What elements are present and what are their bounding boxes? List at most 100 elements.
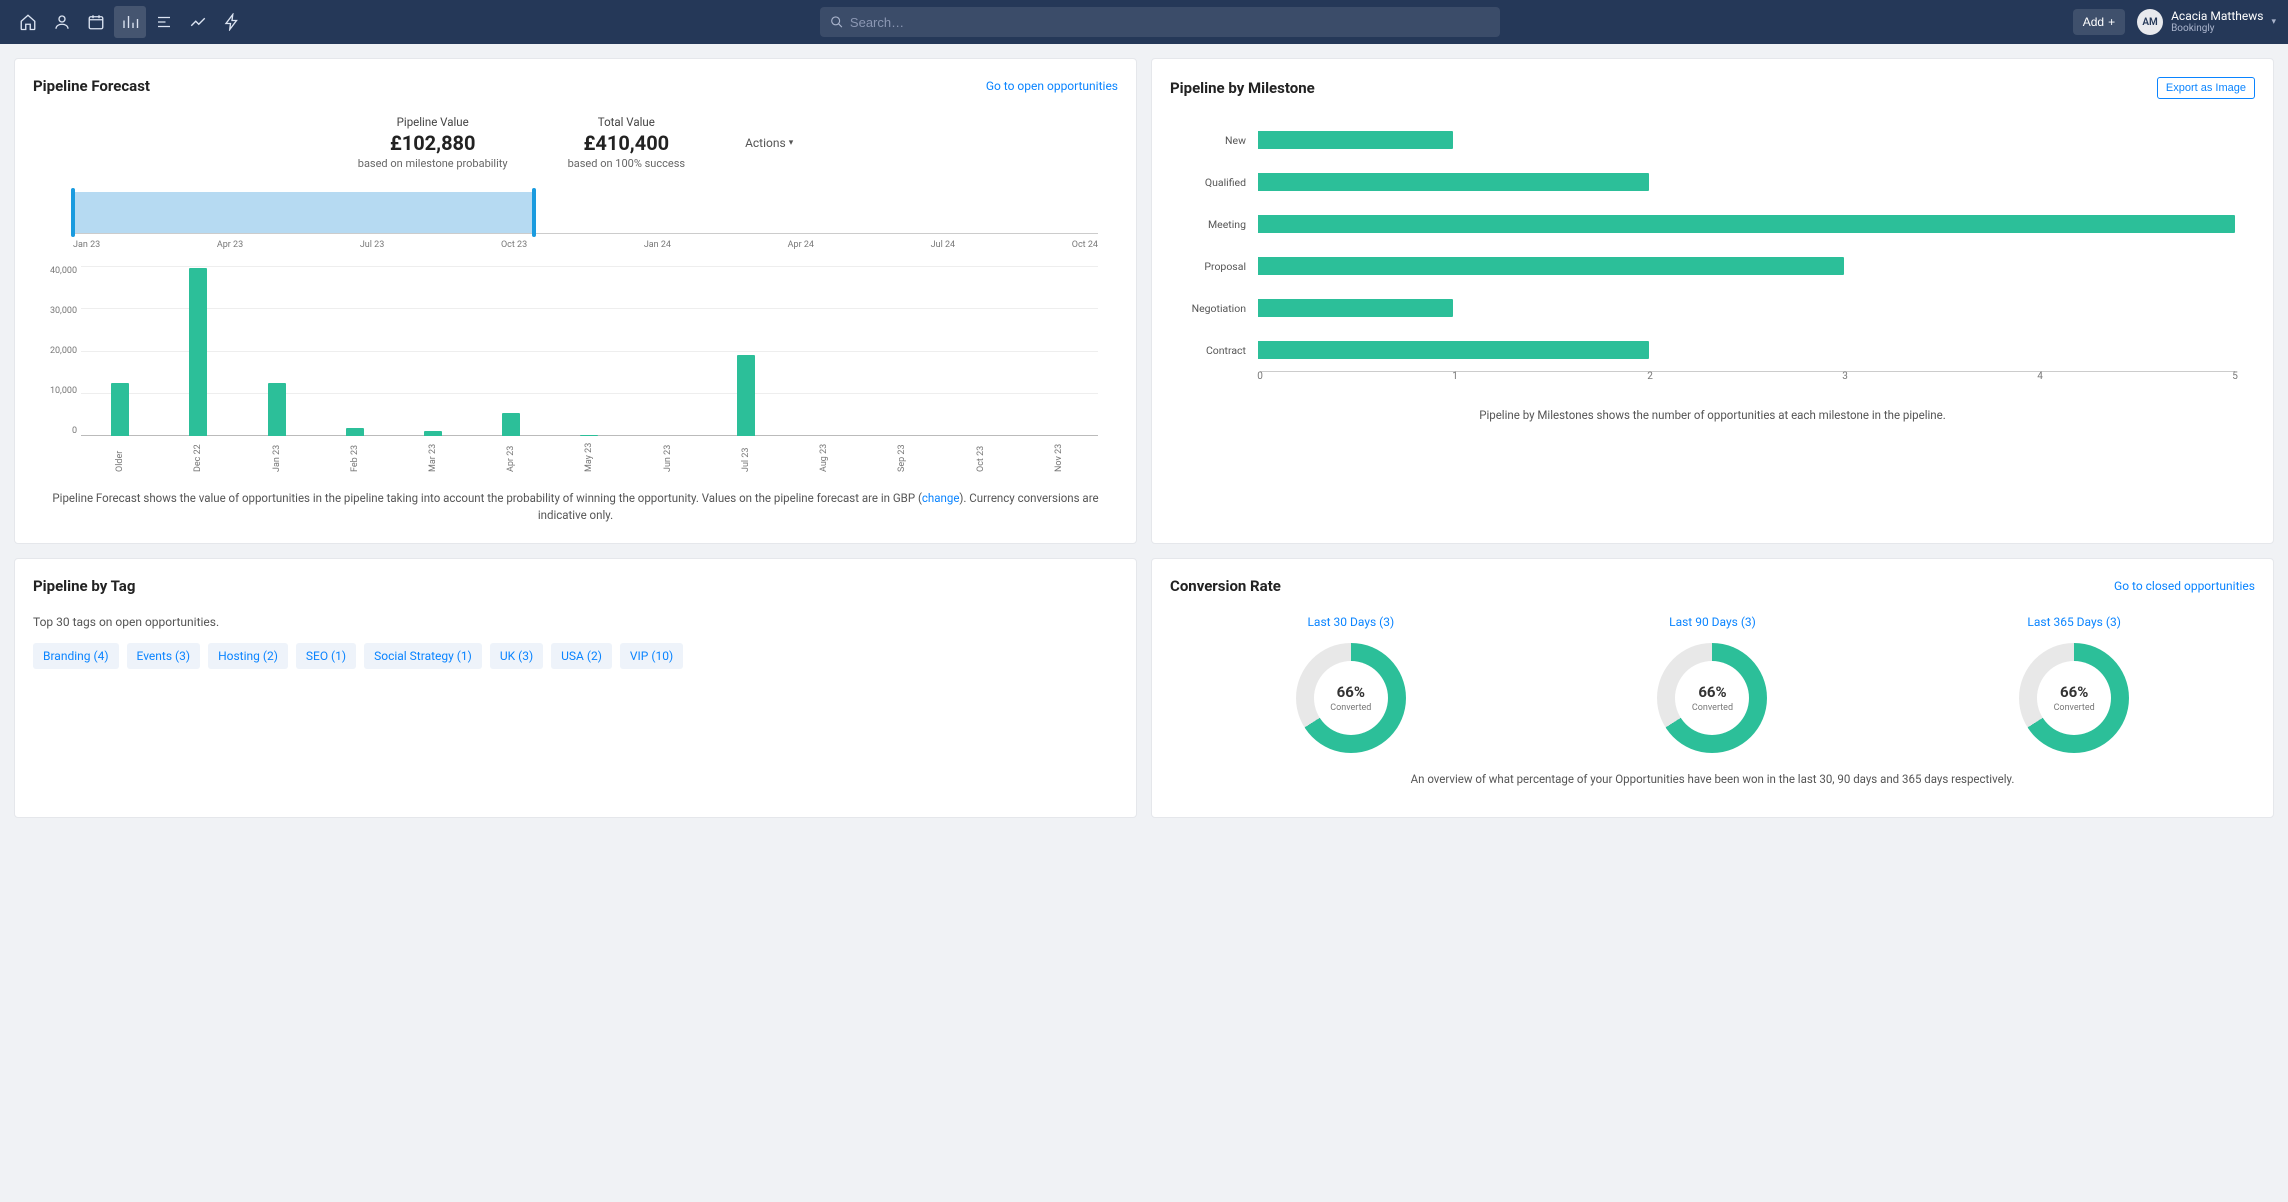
tag-chip[interactable]: VIP (10) bbox=[620, 643, 683, 669]
milestone-bar[interactable] bbox=[1258, 173, 1649, 191]
tag-chip[interactable]: Social Strategy (1) bbox=[364, 643, 482, 669]
forecast-bar[interactable] bbox=[580, 435, 598, 436]
tag-chip[interactable]: SEO (1) bbox=[296, 643, 356, 669]
search-box[interactable] bbox=[820, 7, 1500, 37]
xtick: Older bbox=[115, 440, 125, 472]
brush-xtick: Apr 24 bbox=[788, 240, 814, 250]
donut-chart: 66% Converted bbox=[2019, 643, 2129, 753]
donut-percent: 66% bbox=[2060, 683, 2088, 701]
xtick: Jul 23 bbox=[741, 440, 751, 472]
chevron-down-icon: ▾ bbox=[2271, 17, 2276, 27]
xtick: 2 bbox=[1647, 371, 1653, 382]
forecast-bar[interactable] bbox=[111, 383, 129, 436]
milestone-bar-chart: NewQualifiedMeetingProposalNegotiationCo… bbox=[1180, 119, 2235, 371]
milestone-xaxis: 012345 bbox=[1260, 371, 2235, 389]
forecast-bar[interactable] bbox=[268, 383, 286, 436]
pipeline-tag-card: Pipeline by Tag Top 30 tags on open oppo… bbox=[14, 558, 1137, 818]
card-title: Conversion Rate bbox=[1170, 577, 1281, 595]
milestone-bar[interactable] bbox=[1258, 131, 1453, 149]
donut-period-link[interactable]: Last 30 Days (3) bbox=[1307, 615, 1394, 629]
actions-dropdown[interactable]: Actions ▾ bbox=[745, 136, 793, 150]
donut-chart: 66%Converted bbox=[1657, 643, 1767, 753]
xtick: Feb 23 bbox=[350, 440, 360, 472]
brush-xtick: Jul 23 bbox=[360, 240, 384, 250]
donut-column: Last 365 Days (3) 66% Converted bbox=[2019, 615, 2129, 753]
xtick: 0 bbox=[1257, 371, 1263, 382]
forecast-caption: Pipeline Forecast shows the value of opp… bbox=[33, 490, 1118, 525]
tag-chip[interactable]: Hosting (2) bbox=[208, 643, 288, 669]
tag-chip[interactable]: Events (3) bbox=[127, 643, 201, 669]
donut-chart: 66% Converted bbox=[1296, 643, 1406, 753]
tag-chip[interactable]: UK (3) bbox=[490, 643, 543, 669]
list-icon[interactable] bbox=[148, 6, 180, 38]
pipeline-milestone-card: Pipeline by Milestone Export as Image Ne… bbox=[1151, 58, 2274, 544]
brush-xaxis: Jan 23Apr 23Jul 23Oct 23Jan 24Apr 24Jul … bbox=[73, 240, 1098, 250]
milestone-bar[interactable] bbox=[1258, 215, 2235, 233]
milestone-bar[interactable] bbox=[1258, 257, 1844, 275]
milestone-row: Negotiation bbox=[1180, 287, 2235, 329]
person-icon[interactable] bbox=[46, 6, 78, 38]
tag-chip[interactable]: USA (2) bbox=[551, 643, 612, 669]
donut-row: Last 30 Days (3) 66% Converted Last 90 Days… bbox=[1170, 615, 2255, 753]
forecast-bar[interactable] bbox=[737, 355, 755, 436]
brush-xtick: Oct 23 bbox=[501, 240, 527, 250]
forecast-bar[interactable] bbox=[189, 268, 207, 436]
user-org: Bookingly bbox=[2171, 23, 2263, 34]
xtick: Nov 23 bbox=[1054, 440, 1064, 472]
milestone-bar[interactable] bbox=[1258, 341, 1649, 359]
open-opportunities-link[interactable]: Go to open opportunities bbox=[986, 79, 1118, 93]
milestone-caption: Pipeline by Milestones shows the number … bbox=[1170, 407, 2255, 424]
ytick: 40,000 bbox=[33, 266, 77, 276]
brush-xtick: Oct 24 bbox=[1072, 240, 1098, 250]
tag-list: Branding (4) Events (3) Hosting (2) SEO (1)… bbox=[33, 643, 1118, 669]
time-brush[interactable] bbox=[73, 186, 1098, 234]
ytick: 20,000 bbox=[33, 346, 77, 356]
forecast-bar[interactable] bbox=[502, 413, 520, 436]
donut-period-link[interactable]: Last 90 Days (3) bbox=[1669, 615, 1756, 629]
donut-column: Last 90 Days (3) 66%Converted bbox=[1657, 615, 1767, 753]
brush-handle-left[interactable] bbox=[71, 188, 75, 237]
donut-percent: 66% bbox=[1337, 683, 1365, 701]
forecast-bar[interactable] bbox=[424, 431, 442, 436]
card-title: Pipeline Forecast bbox=[33, 77, 150, 95]
card-title: Pipeline by Milestone bbox=[1170, 79, 1315, 97]
bars-icon[interactable] bbox=[114, 6, 146, 38]
search-input[interactable] bbox=[850, 15, 1490, 30]
milestone-label: Meeting bbox=[1180, 218, 1258, 231]
milestone-bar[interactable] bbox=[1258, 299, 1453, 317]
ytick: 10,000 bbox=[33, 386, 77, 396]
donut-period-link[interactable]: Last 365 Days (3) bbox=[2027, 615, 2121, 629]
milestone-row: Proposal bbox=[1180, 245, 2235, 287]
brush-handle-right[interactable] bbox=[532, 188, 536, 237]
brush-xtick: Jan 23 bbox=[73, 240, 100, 250]
pipeline-forecast-card: Pipeline Forecast Go to open opportuniti… bbox=[14, 58, 1137, 544]
chevron-down-icon: ▾ bbox=[789, 138, 794, 148]
xtick: Jan 23 bbox=[272, 440, 282, 472]
xtick: Oct 23 bbox=[976, 440, 986, 472]
calendar-icon[interactable] bbox=[80, 6, 112, 38]
bolt-icon[interactable] bbox=[216, 6, 248, 38]
tags-subtitle: Top 30 tags on open opportunities. bbox=[33, 615, 1118, 629]
home-icon[interactable] bbox=[12, 6, 44, 38]
brush-xtick: Apr 23 bbox=[217, 240, 243, 250]
trend-icon[interactable] bbox=[182, 6, 214, 38]
closed-opportunities-link[interactable]: Go to closed opportunities bbox=[2114, 579, 2255, 593]
kpi-total-value: Total Value £410,400 based on 100% succe… bbox=[568, 115, 685, 170]
forecast-bar[interactable] bbox=[346, 428, 364, 436]
milestone-row: Contract bbox=[1180, 329, 2235, 371]
milestone-row: Qualified bbox=[1180, 161, 2235, 203]
add-button[interactable]: Add + bbox=[2073, 9, 2125, 35]
xtick: 5 bbox=[2232, 371, 2238, 382]
card-title: Pipeline by Tag bbox=[33, 577, 135, 595]
brush-xtick: Jul 24 bbox=[931, 240, 955, 250]
tag-chip[interactable]: Branding (4) bbox=[33, 643, 119, 669]
donut-label: Converted bbox=[2054, 703, 2095, 713]
nav-icons bbox=[12, 6, 248, 38]
user-menu[interactable]: AM Acacia Matthews Bookingly ▾ bbox=[2137, 9, 2276, 35]
milestone-row: Meeting bbox=[1180, 203, 2235, 245]
milestone-label: Proposal bbox=[1180, 260, 1258, 273]
xtick: Jun 23 bbox=[663, 440, 673, 472]
export-image-button[interactable]: Export as Image bbox=[2157, 77, 2255, 99]
change-currency-link[interactable]: change bbox=[922, 491, 960, 505]
donut-label: Converted bbox=[1330, 703, 1371, 713]
